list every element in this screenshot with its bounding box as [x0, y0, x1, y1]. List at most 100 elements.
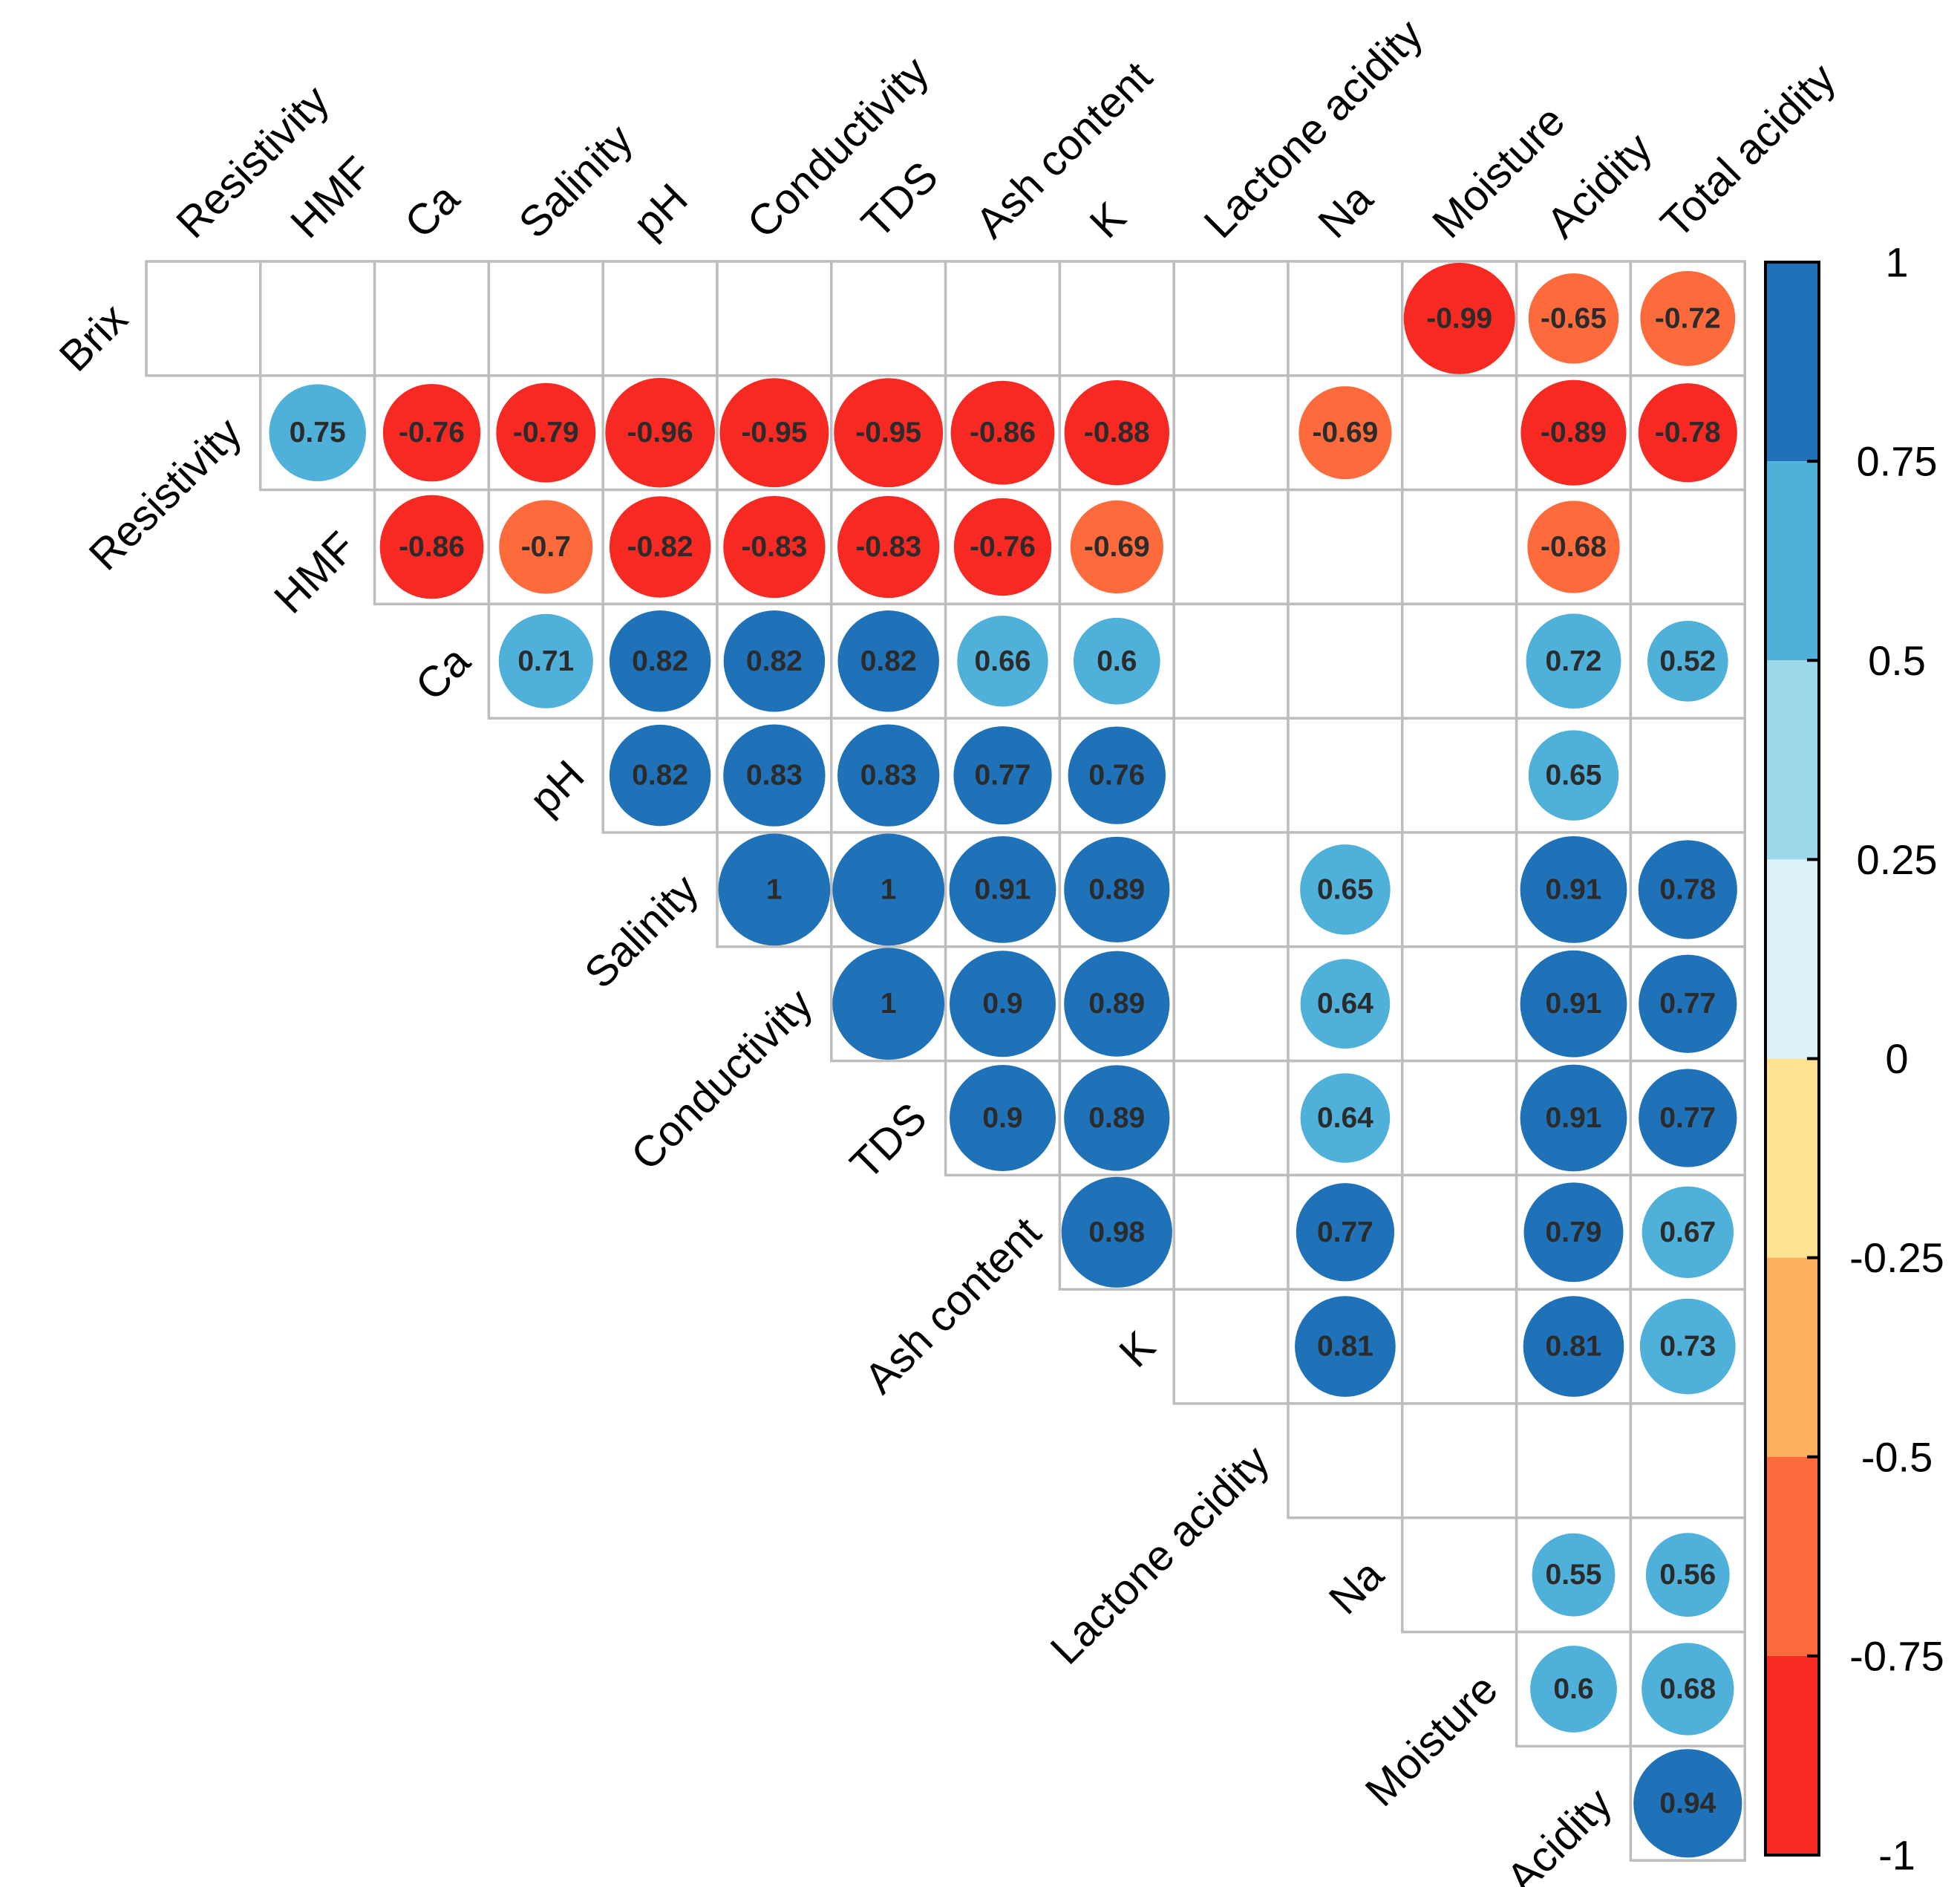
correlation-circle: [1532, 1533, 1616, 1617]
correlation-value: 0.65: [1546, 760, 1602, 792]
correlation-circle: [837, 495, 940, 599]
correlation-circle: [1520, 1064, 1627, 1172]
grid-cell: [1401, 945, 1518, 1063]
colorbar-bin: [1765, 1655, 1819, 1855]
grid-cell: [1287, 488, 1404, 606]
correlation-value: -0.76: [399, 417, 465, 449]
correlation-circle: [950, 380, 1055, 485]
correlation-value: 0.56: [1659, 1559, 1716, 1591]
correlation-value: 0.91: [1546, 988, 1602, 1020]
correlation-value: 0.6: [1553, 1673, 1593, 1705]
correlation-circle: [1295, 1296, 1396, 1397]
correlation-circle: [1647, 620, 1728, 702]
colorbar-tick-label: -0.5: [1861, 1433, 1933, 1480]
correlation-value: 0.81: [1546, 1331, 1602, 1363]
row-label: Conductivity: [622, 980, 822, 1179]
mark-layer: -0.99 -0.65 -0.72 0.75 -0.76 -0.79 -0.96 -0.95 -…: [269, 262, 1742, 1858]
correlation-value: 0.77: [1659, 1102, 1716, 1134]
grid-cell: [1401, 1402, 1518, 1519]
row-label: Acidity: [1497, 1779, 1621, 1887]
colorbar-tick-label: -1: [1878, 1832, 1915, 1879]
correlation-value: -0.96: [627, 417, 693, 449]
grid-cell: [487, 260, 604, 377]
correlation-value: 0.64: [1317, 1102, 1373, 1134]
column-label: Na: [1309, 174, 1382, 247]
correlation-circle: [950, 1065, 1056, 1171]
correlation-value: 0.71: [517, 645, 574, 677]
colorbar-bin: [1765, 262, 1819, 462]
correlation-circle: [1638, 840, 1737, 939]
grid-cell: [1401, 602, 1518, 720]
correlation-value: 0.89: [1088, 988, 1145, 1020]
correlation-value: 0.64: [1317, 988, 1373, 1020]
correlation-value: -0.95: [855, 417, 921, 449]
column-label: Salinity: [510, 115, 642, 247]
correlation-value: 0.83: [746, 760, 803, 792]
correlation-circle: [949, 836, 1056, 943]
correlation-circle: [1638, 383, 1737, 483]
correlation-circle: [605, 377, 715, 488]
column-label: TDS: [852, 152, 947, 247]
correlation-circle: [1520, 379, 1627, 486]
correlation-circle: [723, 724, 826, 827]
correlation-circle: [953, 726, 1052, 825]
correlation-value: -0.69: [1084, 531, 1150, 563]
grid-cell: [1401, 717, 1518, 834]
correlation-value: 0.67: [1659, 1216, 1716, 1248]
column-label: Total acidity: [1652, 54, 1845, 247]
colorbar: 1 0.75 0.5 0.25 0 -0.25 -0.5 -0.75 -1: [1764, 239, 1944, 1879]
correlation-circle: [1640, 270, 1736, 366]
grid-cell: [1172, 717, 1290, 834]
grid-cell: [1058, 260, 1175, 377]
correlation-circle: [609, 724, 711, 827]
grid-cell: [1287, 717, 1404, 834]
column-label: HMF: [281, 147, 382, 247]
correlation-value: 0.82: [632, 645, 688, 677]
correlation-value: 0.83: [860, 760, 917, 792]
correlation-circle: [837, 610, 939, 712]
correlation-circle: [1064, 836, 1170, 942]
correlation-value: 0.6: [1097, 645, 1137, 677]
row-label: Ca: [406, 636, 480, 710]
grid-cell: [1401, 374, 1518, 492]
correlation-circle: [1298, 386, 1392, 480]
correlation-circle: [1070, 500, 1163, 594]
correlation-value: 0.94: [1659, 1787, 1716, 1819]
correlation-value: -0.83: [855, 531, 921, 563]
correlation-circle: [832, 948, 945, 1060]
correlation-value: -0.99: [1426, 302, 1492, 334]
row-label: Brix: [50, 294, 137, 381]
correlation-circle: [1639, 1298, 1736, 1395]
correlation-circle: [1523, 1182, 1624, 1283]
grid-cell: [373, 260, 491, 377]
correlation-circle: [498, 613, 593, 708]
correlation-circle: [1639, 954, 1737, 1053]
correlation-circle: [834, 378, 944, 488]
grid-cell: [1401, 831, 1518, 948]
colorbar-bin: [1765, 461, 1819, 661]
row-label: TDS: [841, 1094, 936, 1189]
grid-cell: [145, 260, 262, 377]
row-label: Salinity: [575, 865, 708, 997]
correlation-value: -0.69: [1312, 417, 1378, 449]
correlation-value: 1: [881, 873, 897, 905]
correlation-value: -0.83: [741, 531, 807, 563]
grid-cell: [1287, 1402, 1404, 1519]
correlation-circle: [719, 378, 829, 488]
correlation-circle: [1520, 950, 1627, 1057]
correlation-value: 0.72: [1546, 645, 1602, 677]
correlation-circle: [1064, 1065, 1170, 1171]
grid-cell: [1401, 1059, 1518, 1177]
correlation-value: -0.65: [1541, 302, 1607, 334]
colorbar-bin: [1765, 859, 1819, 1059]
correlation-value: 0.81: [1317, 1331, 1373, 1363]
grid-cell: [1172, 831, 1290, 948]
correlation-circle: [1064, 380, 1169, 486]
correlation-value: -0.86: [399, 531, 465, 563]
grid-cell: [1515, 1402, 1633, 1519]
row-label: pH: [520, 751, 593, 824]
correlation-circle: [718, 833, 831, 946]
colorbar-tick-label: 0.25: [1857, 836, 1938, 883]
grid-layer: [145, 260, 1746, 1862]
colorbar-tick-label: 0: [1885, 1035, 1908, 1082]
